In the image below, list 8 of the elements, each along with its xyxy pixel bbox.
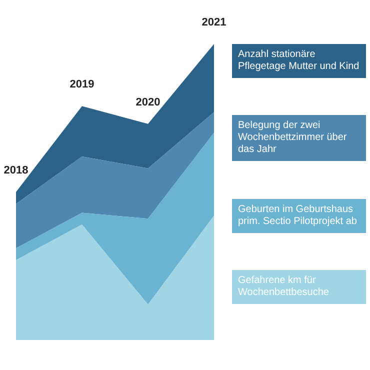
x-tick-label: 2020 [136, 96, 160, 108]
x-tick-label: 2018 [4, 164, 28, 177]
x-tick-label: 2019 [70, 78, 94, 91]
x-tick-label: 2021 [202, 16, 226, 29]
legend-label-box: Gefahrene km für Wochenbettbesuche [232, 270, 366, 304]
legend-label-box: Geburten im Geburtshaus prim. Sectio Pilotprojekt ab [232, 198, 366, 233]
legend-label-box: Anzahl stationäre Pflegetage Mutter und Kind [232, 44, 366, 78]
legend-label-box: Belegung der zwei Wochenbettzimmer über das Jahr [232, 115, 366, 162]
